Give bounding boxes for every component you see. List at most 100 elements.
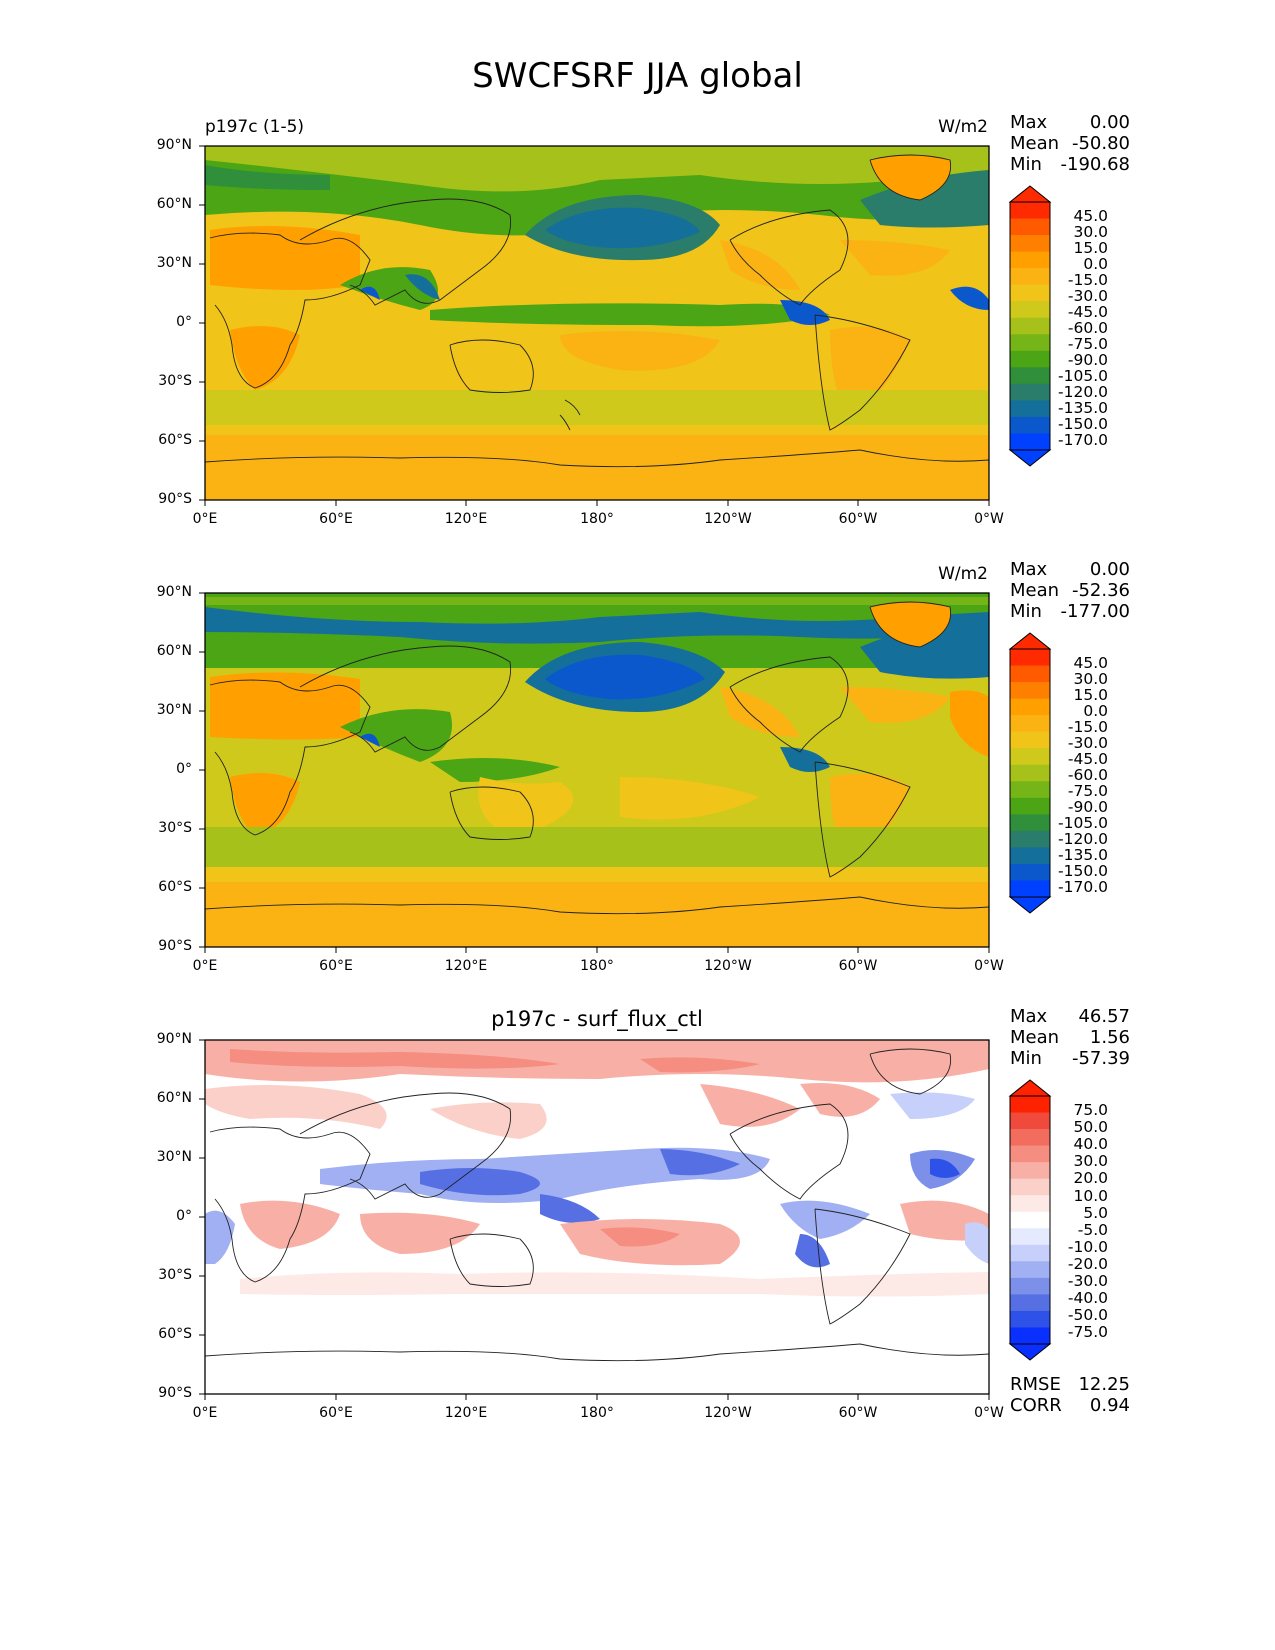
panel-2-min-label: Min (1010, 601, 1042, 622)
lon-tick-label: 60°E (319, 958, 353, 974)
colorbar-cell (1010, 1096, 1050, 1114)
colorbar-tick-label: -150.0 (1058, 862, 1108, 880)
colorbar-tick-label: -105.0 (1058, 814, 1108, 832)
colorbar-tick-label: -150.0 (1058, 415, 1108, 433)
colorbar-cell (1010, 830, 1050, 848)
colorbar-cell (1010, 1244, 1050, 1262)
colorbar-cell (1010, 1112, 1050, 1130)
lat-tick-label: 90°S (158, 938, 192, 954)
colorbar-tick-label: -60.0 (1067, 766, 1108, 784)
colorbar-cell (1010, 251, 1050, 269)
lon-tick-label: 60°W (838, 511, 878, 527)
panel-1-min-label: Min (1010, 154, 1042, 175)
colorbar-tick-label: -170.0 (1058, 878, 1108, 896)
lat-tick-label: 0° (176, 314, 192, 330)
rmse-label: RMSE (1010, 1374, 1061, 1395)
colorbar-cell (1010, 797, 1050, 815)
lat-tick-label: 60°N (156, 1090, 192, 1106)
lon-tick-label: 120°W (704, 511, 752, 527)
panel-2-mean-value: -52.36 (1071, 580, 1130, 601)
lon-tick-label: 180° (580, 958, 614, 974)
colorbar-tick-label: -170.0 (1058, 431, 1108, 449)
panel-1-label: p197c (1-5) (205, 117, 305, 137)
colorbar-cell (1010, 1310, 1050, 1328)
lat-tick-label: 30°S (158, 373, 192, 389)
colorbar-cell (1010, 1211, 1050, 1229)
panel-2-mean-label: Mean (1010, 580, 1060, 601)
colorbar-cell (1010, 400, 1050, 418)
colorbar-cell (1010, 235, 1050, 253)
colorbar-cell (1010, 880, 1050, 898)
lon-tick-label: 60°E (319, 511, 353, 527)
map-panel-3 (199, 1039, 1052, 1400)
colorbar-tick-label: -120.0 (1058, 830, 1108, 848)
lat-tick-label: 60°N (156, 196, 192, 212)
colorbar-tick-label: 0.0 (1083, 255, 1108, 273)
corr-value: 0.94 (1089, 1395, 1130, 1416)
colorbar-tick-label: -75.0 (1067, 1323, 1108, 1342)
colorbar-cell (1010, 1195, 1050, 1213)
colorbar-tick-label: -10.0 (1067, 1237, 1108, 1256)
colorbar-tick-label: -90.0 (1067, 351, 1108, 369)
colorbar-tick-label: 40.0 (1073, 1135, 1108, 1154)
lat-tick-label: 30°N (156, 255, 192, 271)
panel-1-units: W/m2 (938, 117, 988, 137)
colorbar-tick-label: -40.0 (1067, 1289, 1108, 1308)
panel-2-min-value: -177.00 (1060, 601, 1130, 622)
colorbar-cell (1010, 367, 1050, 385)
lon-tick-label: 0°E (192, 511, 218, 527)
colorbar-cell (1010, 1327, 1050, 1345)
lon-tick-label: 0°E (192, 1405, 218, 1421)
colorbar-tick-label: 45.0 (1073, 654, 1108, 672)
colorbar-tick-label: 5.0 (1083, 1203, 1108, 1222)
coastlines-1 (205, 154, 989, 468)
colorbar-tick-label: 0.0 (1083, 702, 1108, 720)
lon-tick-label: 0°W (974, 958, 1004, 974)
panel-3-min-value: -57.39 (1071, 1048, 1130, 1069)
colorbar-cell (1010, 1261, 1050, 1279)
panel-3-min-label: Min (1010, 1048, 1042, 1069)
lat-tick-label: 60°S (158, 879, 192, 895)
colorbar-2 (1008, 632, 1052, 914)
colorbar-cell (1010, 218, 1050, 236)
lat-tick-label: 30°N (156, 1149, 192, 1165)
panel-3-max-value: 46.57 (1078, 1006, 1130, 1027)
colorbar-tick-label: -30.0 (1067, 1272, 1108, 1291)
lon-tick-label: 0°W (974, 511, 1004, 527)
panel-2-units: W/m2 (938, 564, 988, 584)
map-panel-2 (199, 592, 1052, 953)
lon-tick-label: 60°W (838, 958, 878, 974)
lat-tick-label: 90°N (156, 1031, 192, 1047)
colorbar-cell (1010, 698, 1050, 716)
colorbar-cell (1010, 268, 1050, 286)
colorbar-cell (1010, 1162, 1050, 1180)
colorbar-tick-label: -105.0 (1058, 367, 1108, 385)
colorbar-tick-label: -75.0 (1067, 782, 1108, 800)
colorbar-tick-label: 30.0 (1073, 223, 1108, 241)
colorbar-tick-label: -60.0 (1067, 319, 1108, 337)
axis-ticks-2 (199, 592, 990, 953)
field-contours-3 (205, 1040, 989, 1394)
panel-1-min-value: -190.68 (1060, 154, 1130, 175)
rmse-value: 12.25 (1078, 1374, 1130, 1395)
colorbar-tick-label: -90.0 (1067, 798, 1108, 816)
colorbar-cell (1010, 1228, 1050, 1246)
colorbar-cell (1010, 202, 1050, 220)
coastlines-2 (205, 601, 989, 915)
colorbar-tick-label: 20.0 (1073, 1169, 1108, 1188)
colorbar-tick-label: -30.0 (1067, 287, 1108, 305)
colorbar-tick-label: -135.0 (1058, 846, 1108, 864)
lon-tick-label: 60°E (319, 1405, 353, 1421)
panel-2-max-value: 0.00 (1089, 559, 1130, 580)
lat-tick-label: 30°S (158, 820, 192, 836)
colorbar-cell (1010, 416, 1050, 434)
colorbar-cell (1010, 1178, 1050, 1196)
colorbar-cell (1010, 317, 1050, 335)
colorbar-cell (1010, 814, 1050, 832)
corr-label: CORR (1010, 1395, 1062, 1416)
lat-tick-label: 90°S (158, 1385, 192, 1401)
colorbar-cell (1010, 847, 1050, 865)
lat-tick-label: 90°S (158, 491, 192, 507)
lat-tick-label: 30°S (158, 1267, 192, 1283)
lon-tick-label: 120°E (444, 1405, 488, 1421)
